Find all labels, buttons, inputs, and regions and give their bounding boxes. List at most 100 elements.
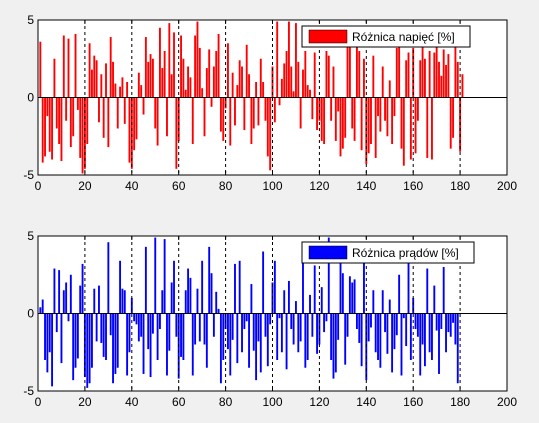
- bar: [65, 282, 68, 314]
- bar: [114, 313, 117, 374]
- x-tick-label: 160: [403, 395, 423, 409]
- bar: [86, 97, 89, 144]
- bar: [137, 313, 140, 342]
- bar: [39, 307, 42, 314]
- bar: [449, 313, 452, 337]
- bar: [297, 313, 300, 353]
- bar: [395, 47, 398, 98]
- bar: [62, 290, 65, 314]
- bar: [412, 298, 415, 314]
- bar: [121, 77, 124, 98]
- bar: [51, 97, 54, 160]
- bar: [236, 85, 239, 98]
- x-tick-label: 160: [403, 179, 423, 193]
- bar: [255, 82, 258, 98]
- bar: [351, 97, 354, 129]
- bar: [414, 97, 417, 154]
- bar: [266, 313, 269, 367]
- bar: [332, 66, 335, 98]
- x-tick-label: 120: [309, 179, 329, 193]
- bar: [55, 313, 58, 333]
- bar: [290, 313, 293, 329]
- bar: [238, 60, 241, 98]
- bar: [405, 60, 408, 98]
- bar: [187, 66, 190, 98]
- bar: [262, 251, 265, 314]
- bar: [287, 280, 290, 314]
- bar: [407, 251, 410, 314]
- bar: [238, 260, 241, 314]
- bar: [384, 313, 386, 333]
- x-tick-label: 120: [309, 395, 329, 409]
- bar: [116, 97, 119, 129]
- bar: [227, 43, 229, 98]
- bar: [123, 290, 126, 314]
- bar: [393, 97, 396, 117]
- bar: [227, 313, 229, 350]
- bar: [229, 313, 232, 376]
- bar: [93, 55, 96, 98]
- bar: [76, 313, 79, 359]
- bar: [360, 97, 363, 151]
- bar: [374, 313, 377, 353]
- bar: [327, 55, 330, 98]
- bar: [264, 313, 267, 337]
- bar: [433, 52, 436, 98]
- x-tick-label: 140: [356, 179, 376, 193]
- bar: [273, 97, 276, 123]
- bar: [264, 97, 267, 121]
- bar: [316, 97, 318, 131]
- bar: [285, 51, 288, 98]
- bar: [161, 290, 164, 314]
- bar: [351, 282, 354, 314]
- bar: [299, 313, 302, 342]
- bar: [121, 288, 124, 314]
- bar: [330, 97, 333, 121]
- bar: [273, 260, 276, 314]
- x-tick-label: 100: [262, 179, 282, 193]
- bar: [67, 313, 70, 322]
- bar: [114, 83, 117, 98]
- bar: [388, 80, 391, 98]
- bar: [311, 313, 314, 337]
- bar: [74, 33, 77, 98]
- bar: [83, 97, 86, 169]
- bar: [105, 313, 107, 360]
- bar: [353, 97, 356, 141]
- x-tick-label: 140: [356, 395, 376, 409]
- x-tick-label: 180: [450, 179, 470, 193]
- bar: [252, 97, 255, 129]
- bar: [46, 313, 49, 373]
- bar: [208, 49, 211, 98]
- bar: [447, 54, 450, 98]
- x-tick-label: 100: [262, 395, 282, 409]
- bar: [290, 66, 293, 98]
- bar: [65, 97, 68, 121]
- bar: [234, 263, 236, 314]
- legend: Różnica prądów [%]: [301, 241, 475, 264]
- bar: [447, 313, 450, 333]
- bar: [419, 313, 422, 376]
- bar: [278, 97, 281, 106]
- bar: [135, 313, 138, 325]
- bar: [53, 58, 56, 98]
- bar: [355, 43, 358, 98]
- y-tick-label: 0: [27, 307, 34, 321]
- bar: [332, 313, 335, 379]
- bar: [245, 313, 248, 322]
- bar: [438, 313, 440, 374]
- bar: [435, 313, 438, 331]
- bar: [337, 313, 340, 340]
- bar: [95, 60, 98, 98]
- bar: [76, 97, 79, 110]
- bar: [391, 313, 394, 373]
- bar: [95, 313, 98, 342]
- legend-label: Różnica prądów [%]: [352, 246, 459, 260]
- bar: [147, 61, 150, 98]
- bar: [187, 268, 190, 314]
- bar: [295, 301, 297, 314]
- bar: [363, 58, 365, 98]
- bar: [189, 77, 192, 98]
- bar: [311, 97, 314, 120]
- bar: [154, 237, 157, 314]
